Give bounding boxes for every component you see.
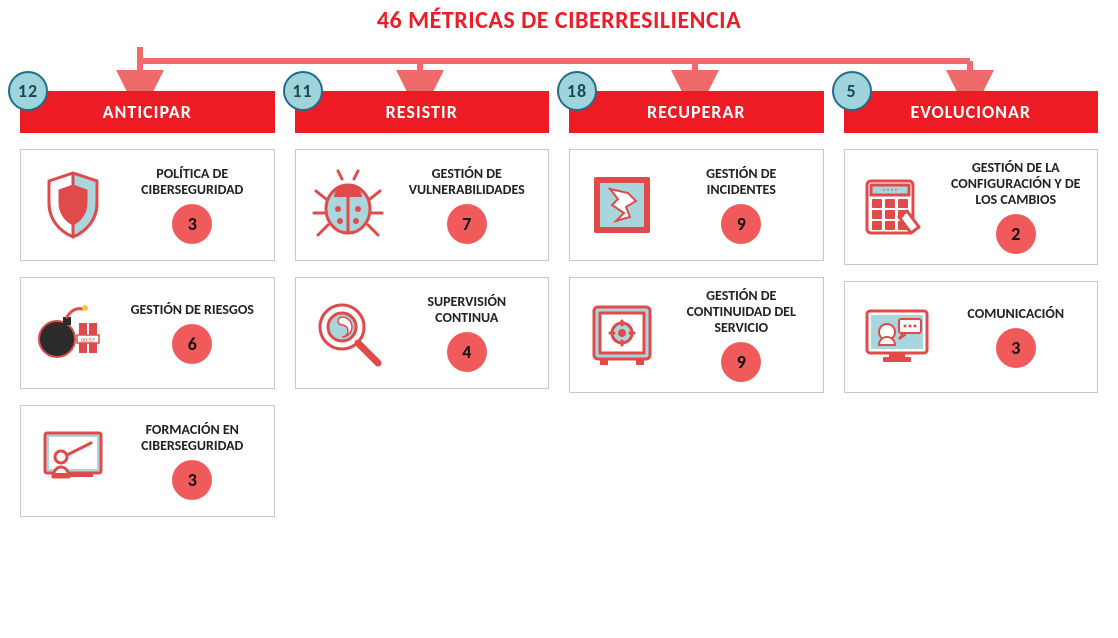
bomb-icon: 00:57 [33, 293, 113, 373]
card-body: FORMACIÓN EN CIBERSEGURIDAD 3 [123, 422, 262, 500]
card-label: GESTIÓN DE RIESGOS [131, 302, 254, 318]
metric-card: FORMACIÓN EN CIBERSEGURIDAD 3 [20, 405, 275, 517]
column-anticipar: ANTICIPAR12 POLÍTICA DE CIBERSEGURIDAD 3 00… [20, 91, 275, 517]
metric-card: 00:57 GESTIÓN DE RIESGOS 6 [20, 277, 275, 389]
metric-card: POLÍTICA DE CIBERSEGURIDAD 3 [20, 149, 275, 261]
card-count: 9 [721, 204, 761, 244]
bug-icon [308, 165, 388, 245]
card-body: GESTIÓN DE LA CONFIGURACIÓN Y DE LOS CAM… [947, 160, 1086, 254]
card-count: 4 [447, 332, 487, 372]
shield-icon [33, 165, 113, 245]
column-badge: 11 [283, 71, 323, 111]
card-body: COMUNICACIÓN 3 [947, 306, 1086, 368]
monitor-icon [857, 297, 937, 377]
magnifier-icon [308, 293, 388, 373]
card-body: GESTIÓN DE CONTINUIDAD DEL SERVICIO 9 [672, 288, 811, 382]
column-header: EVOLUCIONAR5 [844, 91, 1099, 133]
svg-text:****: **** [882, 187, 898, 197]
card-count: 3 [996, 328, 1036, 368]
keypad-icon: **** [857, 167, 937, 247]
card-body: GESTIÓN DE VULNERABILIDADES 7 [398, 166, 537, 244]
column-recuperar: RECUPERAR18GESTIÓN DE INCIDENTES9GESTIÓN… [569, 91, 824, 517]
column-header: ANTICIPAR12 [20, 91, 275, 133]
column-badge: 18 [557, 71, 597, 111]
metric-card: GESTIÓN DE CONTINUIDAD DEL SERVICIO 9 [569, 277, 824, 393]
training-icon [33, 421, 113, 501]
card-count: 3 [172, 460, 212, 500]
column-header: RECUPERAR18 [569, 91, 824, 133]
column-resistir: RESISTIR11 GESTIÓN DE VULNERABILIDADES 7 SU… [295, 91, 550, 517]
card-label: POLÍTICA DE CIBERSEGURIDAD [123, 166, 262, 198]
metric-card: SUPERVISIÓN CONTINUA 4 [295, 277, 550, 389]
metric-card: COMUNICACIÓN 3 [844, 281, 1099, 393]
column-badge: 12 [8, 71, 48, 111]
card-body: POLÍTICA DE CIBERSEGURIDAD 3 [123, 166, 262, 244]
card-count: 2 [996, 214, 1036, 254]
card-label: FORMACIÓN EN CIBERSEGURIDAD [123, 422, 262, 454]
metric-card: GESTIÓN DE VULNERABILIDADES 7 [295, 149, 550, 261]
card-body: SUPERVISIÓN CONTINUA 4 [398, 294, 537, 372]
card-label: GESTIÓN DE LA CONFIGURACIÓN Y DE LOS CAM… [947, 160, 1086, 208]
card-label: GESTIÓN DE CONTINUIDAD DEL SERVICIO [672, 288, 811, 336]
safe-icon [582, 295, 662, 375]
svg-text:00:57: 00:57 [81, 336, 95, 344]
card-count: 3 [172, 204, 212, 244]
card-count: 7 [447, 204, 487, 244]
card-label: COMUNICACIÓN [967, 306, 1064, 322]
column-evolucionar: EVOLUCIONAR5 **** GESTIÓN DE LA CONFIGURAC… [844, 91, 1099, 517]
metric-card: GESTIÓN DE INCIDENTES 9 [569, 149, 824, 261]
card-count: 6 [172, 324, 212, 364]
column-header: RESISTIR11 [295, 91, 550, 133]
card-body: GESTIÓN DE INCIDENTES 9 [672, 166, 811, 244]
card-count: 9 [721, 342, 761, 382]
column-badge: 5 [832, 71, 872, 111]
broken-icon [582, 165, 662, 245]
card-label: GESTIÓN DE INCIDENTES [672, 166, 811, 198]
metric-card: **** GESTIÓN DE LA CONFIGURACIÓN Y DE LOS… [844, 149, 1099, 265]
card-body: GESTIÓN DE RIESGOS 6 [123, 302, 262, 364]
columns-container: ANTICIPAR12 POLÍTICA DE CIBERSEGURIDAD 3 00… [0, 91, 1118, 517]
card-label: GESTIÓN DE VULNERABILIDADES [398, 166, 537, 198]
card-label: SUPERVISIÓN CONTINUA [398, 294, 537, 326]
